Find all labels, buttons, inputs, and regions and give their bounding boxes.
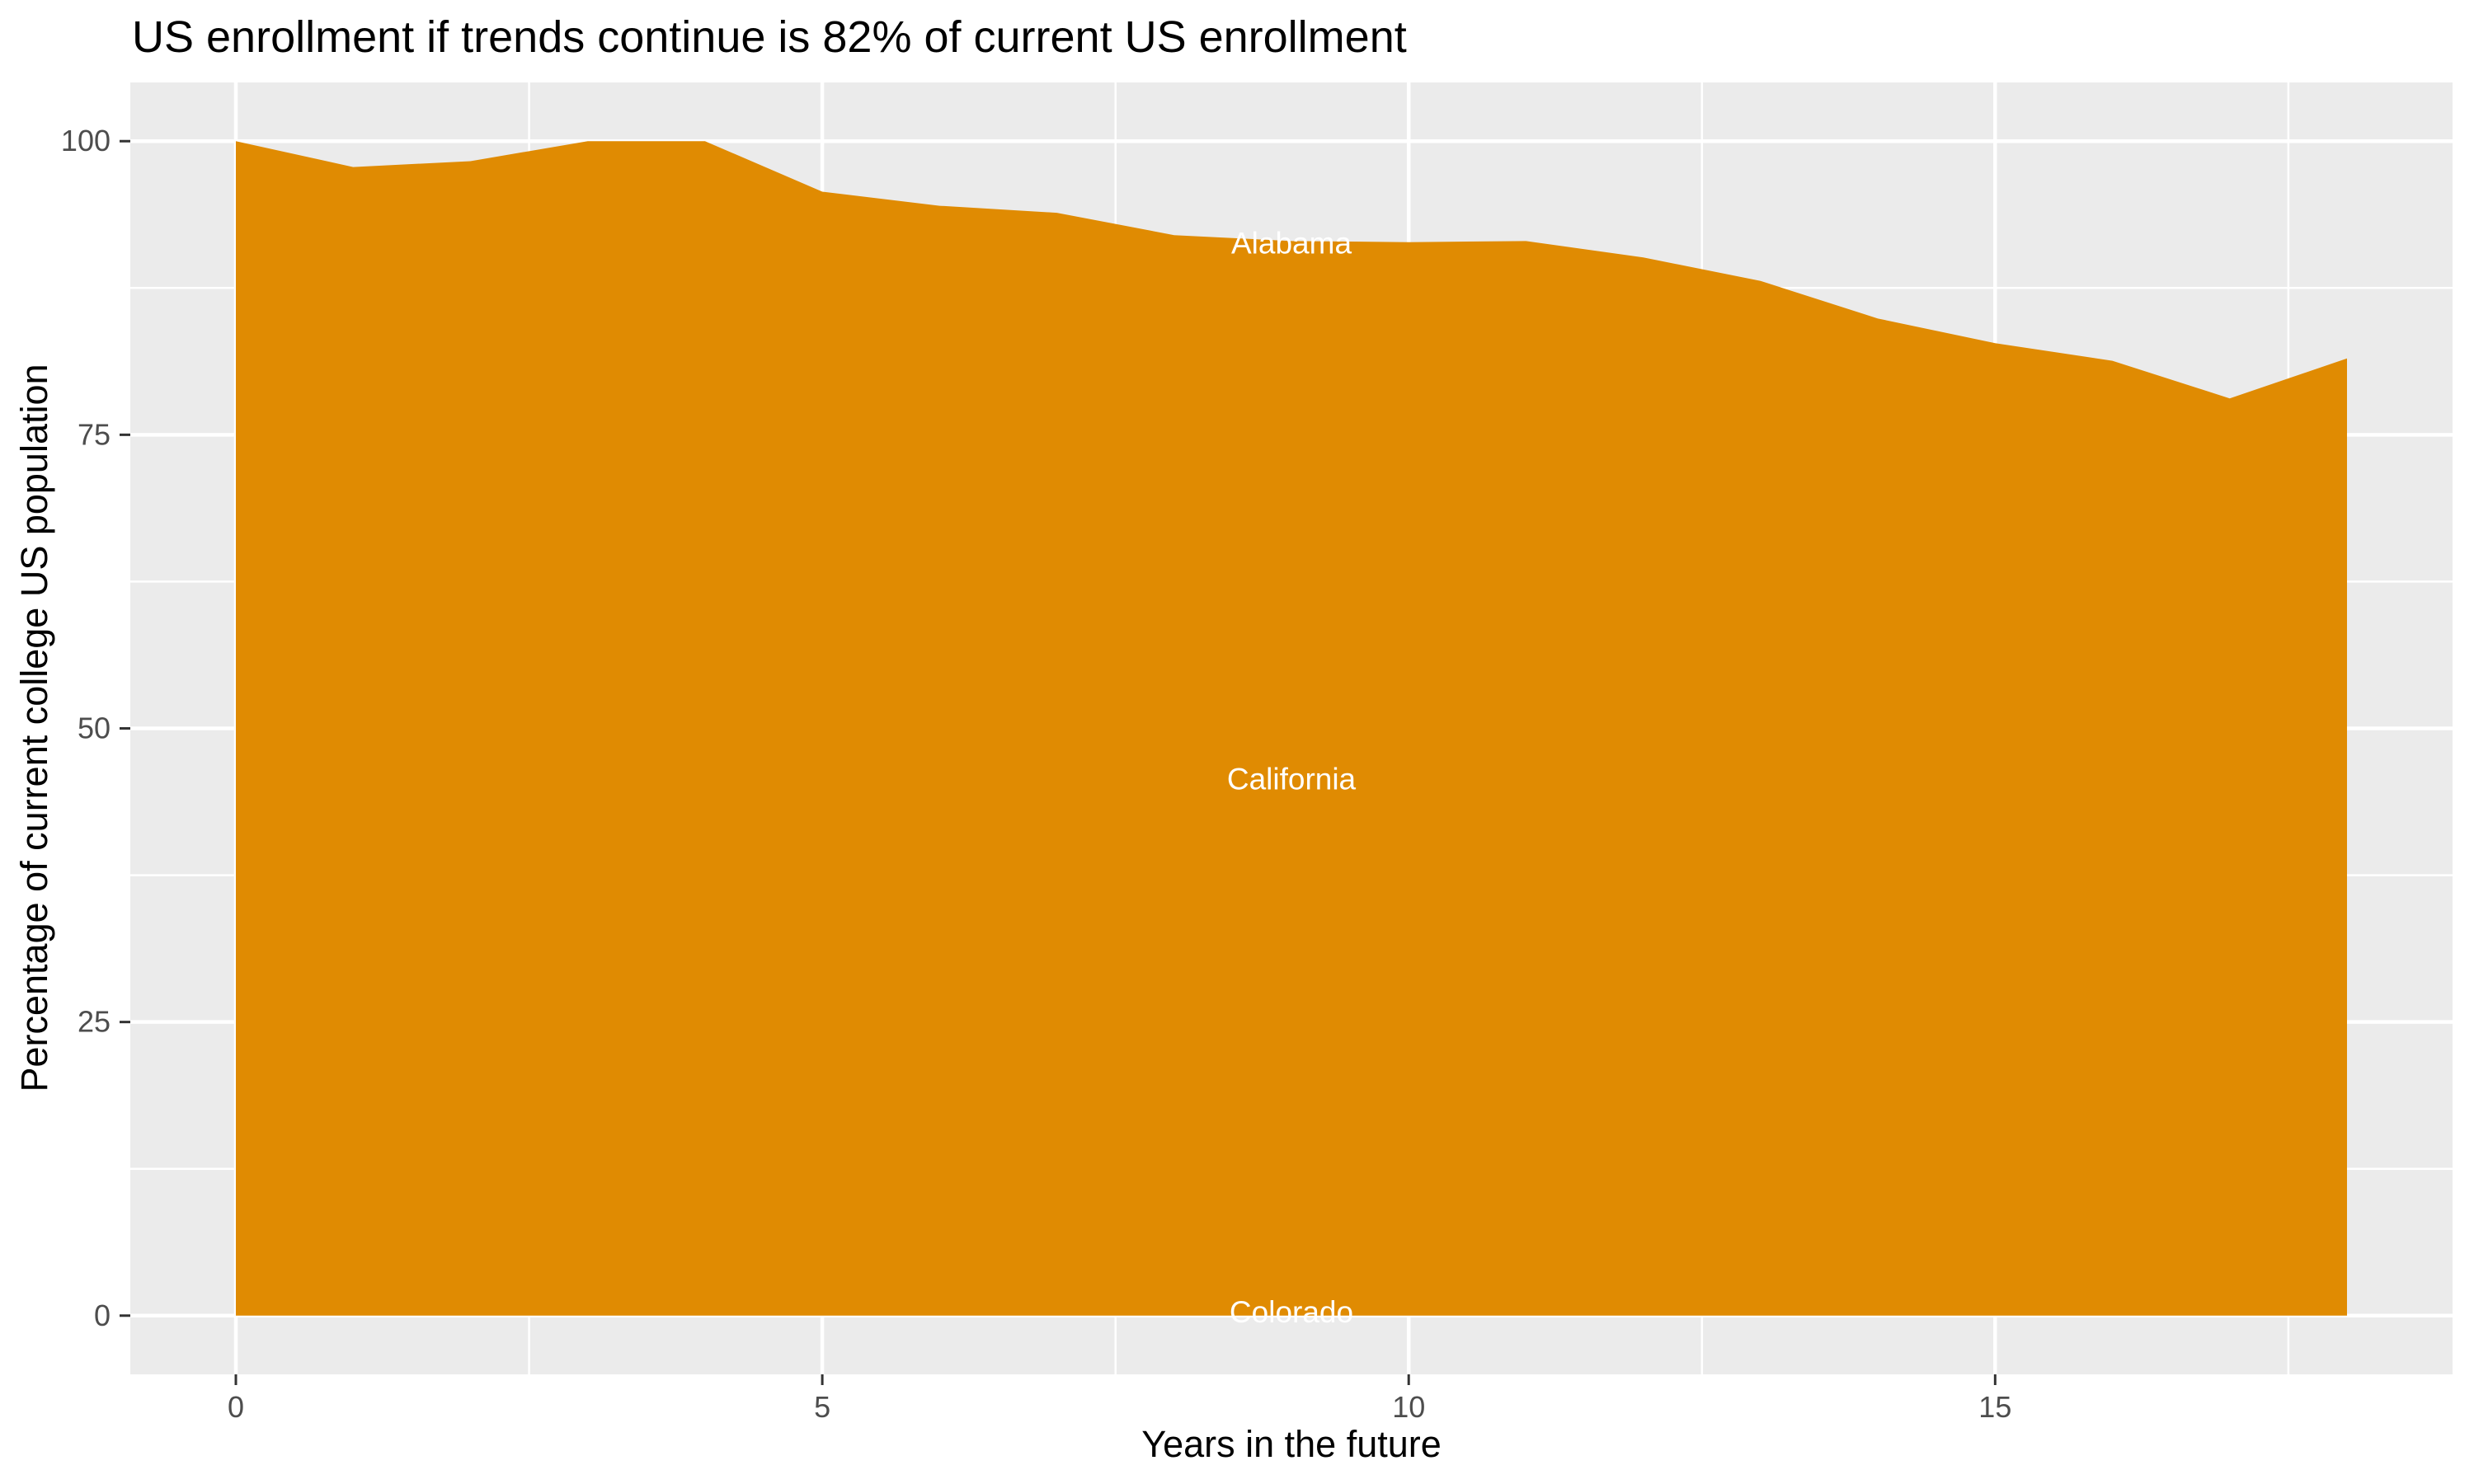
x-tick-label: 10: [1392, 1390, 1425, 1424]
state-label-alabama: Alabama: [1231, 227, 1352, 261]
chart-title: US enrollment if trends continue is 82% …: [132, 12, 1407, 62]
x-tick-label: 5: [814, 1390, 830, 1424]
state-label-california: California: [1227, 762, 1357, 796]
y-tick-label: 50: [78, 711, 111, 745]
x-tick-label: 15: [1978, 1390, 2011, 1424]
y-tick-label: 100: [61, 124, 111, 157]
y-tick-label: 75: [78, 417, 111, 451]
y-tick-label: 0: [94, 1298, 111, 1332]
x-tick-label: 0: [228, 1390, 244, 1424]
y-tick-label: 25: [78, 1005, 111, 1039]
y-axis-title: Percentage of current college US populat…: [13, 364, 55, 1092]
x-axis-title: Years in the future: [1141, 1423, 1442, 1465]
enrollment-area: [236, 141, 2347, 1316]
state-label-colorado: Colorado: [1230, 1295, 1353, 1329]
